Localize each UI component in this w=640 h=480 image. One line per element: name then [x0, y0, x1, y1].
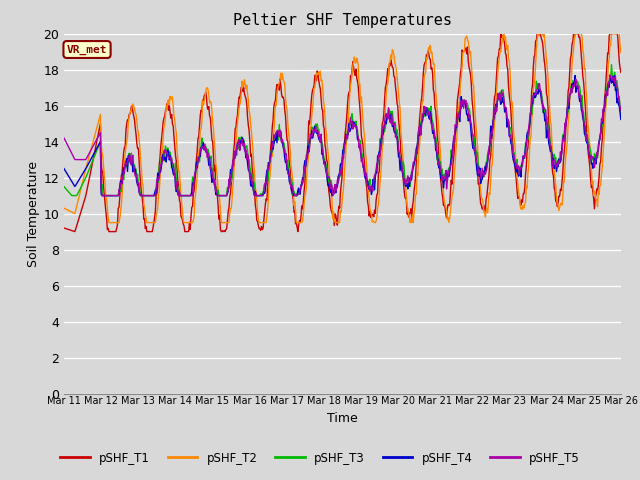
pSHF_T4 [99, 192, 107, 199]
pSHF_T1 [185, 228, 193, 234]
pSHF_T1 [411, 182, 419, 188]
Line: pSHF_T4: pSHF_T4 [64, 75, 621, 196]
pSHF_T3 [68, 192, 76, 199]
pSHF_T5 [617, 108, 625, 113]
pSHF_T5 [60, 135, 68, 141]
pSHF_T1 [214, 203, 222, 208]
pSHF_T3 [185, 192, 193, 199]
X-axis label: Time: Time [327, 412, 358, 425]
Line: pSHF_T2: pSHF_T2 [64, 34, 621, 223]
pSHF_T1 [70, 228, 78, 234]
pSHF_T1 [60, 225, 68, 231]
Text: VR_met: VR_met [67, 44, 108, 55]
pSHF_T3 [128, 156, 136, 162]
pSHF_T4 [70, 182, 78, 188]
pSHF_T2 [128, 103, 136, 109]
pSHF_T2 [500, 31, 508, 36]
Line: pSHF_T1: pSHF_T1 [64, 34, 621, 231]
pSHF_T3 [411, 158, 419, 164]
Line: pSHF_T5: pSHF_T5 [64, 75, 621, 196]
pSHF_T2 [617, 50, 625, 56]
Y-axis label: Soil Temperature: Soil Temperature [28, 161, 40, 266]
pSHF_T1 [428, 66, 435, 72]
pSHF_T4 [214, 192, 222, 199]
pSHF_T4 [185, 192, 193, 199]
pSHF_T1 [497, 31, 504, 36]
pSHF_T3 [428, 103, 435, 109]
Line: pSHF_T3: pSHF_T3 [64, 65, 621, 196]
pSHF_T3 [617, 110, 625, 116]
pSHF_T5 [606, 72, 614, 78]
pSHF_T1 [128, 104, 136, 109]
pSHF_T3 [607, 62, 615, 68]
pSHF_T5 [411, 158, 419, 164]
pSHF_T3 [60, 184, 68, 190]
pSHF_T2 [70, 210, 78, 216]
pSHF_T3 [214, 187, 222, 193]
pSHF_T4 [411, 156, 419, 162]
pSHF_T5 [185, 192, 193, 199]
pSHF_T4 [128, 159, 136, 165]
pSHF_T2 [185, 220, 193, 226]
pSHF_T5 [214, 192, 222, 199]
pSHF_T5 [428, 121, 435, 127]
pSHF_T4 [572, 72, 579, 78]
pSHF_T2 [411, 206, 419, 212]
Legend: pSHF_T1, pSHF_T2, pSHF_T3, pSHF_T4, pSHF_T5: pSHF_T1, pSHF_T2, pSHF_T3, pSHF_T4, pSHF… [56, 447, 584, 469]
pSHF_T5 [128, 154, 136, 160]
pSHF_T2 [428, 50, 435, 56]
pSHF_T5 [98, 192, 106, 199]
pSHF_T4 [617, 117, 625, 122]
pSHF_T4 [428, 113, 435, 119]
pSHF_T2 [60, 205, 68, 211]
Title: Peltier SHF Temperatures: Peltier SHF Temperatures [233, 13, 452, 28]
pSHF_T1 [617, 70, 625, 75]
pSHF_T4 [60, 166, 68, 171]
pSHF_T1 [105, 228, 113, 234]
pSHF_T2 [105, 220, 113, 226]
pSHF_T5 [70, 155, 78, 161]
pSHF_T2 [214, 186, 222, 192]
pSHF_T3 [71, 192, 79, 199]
